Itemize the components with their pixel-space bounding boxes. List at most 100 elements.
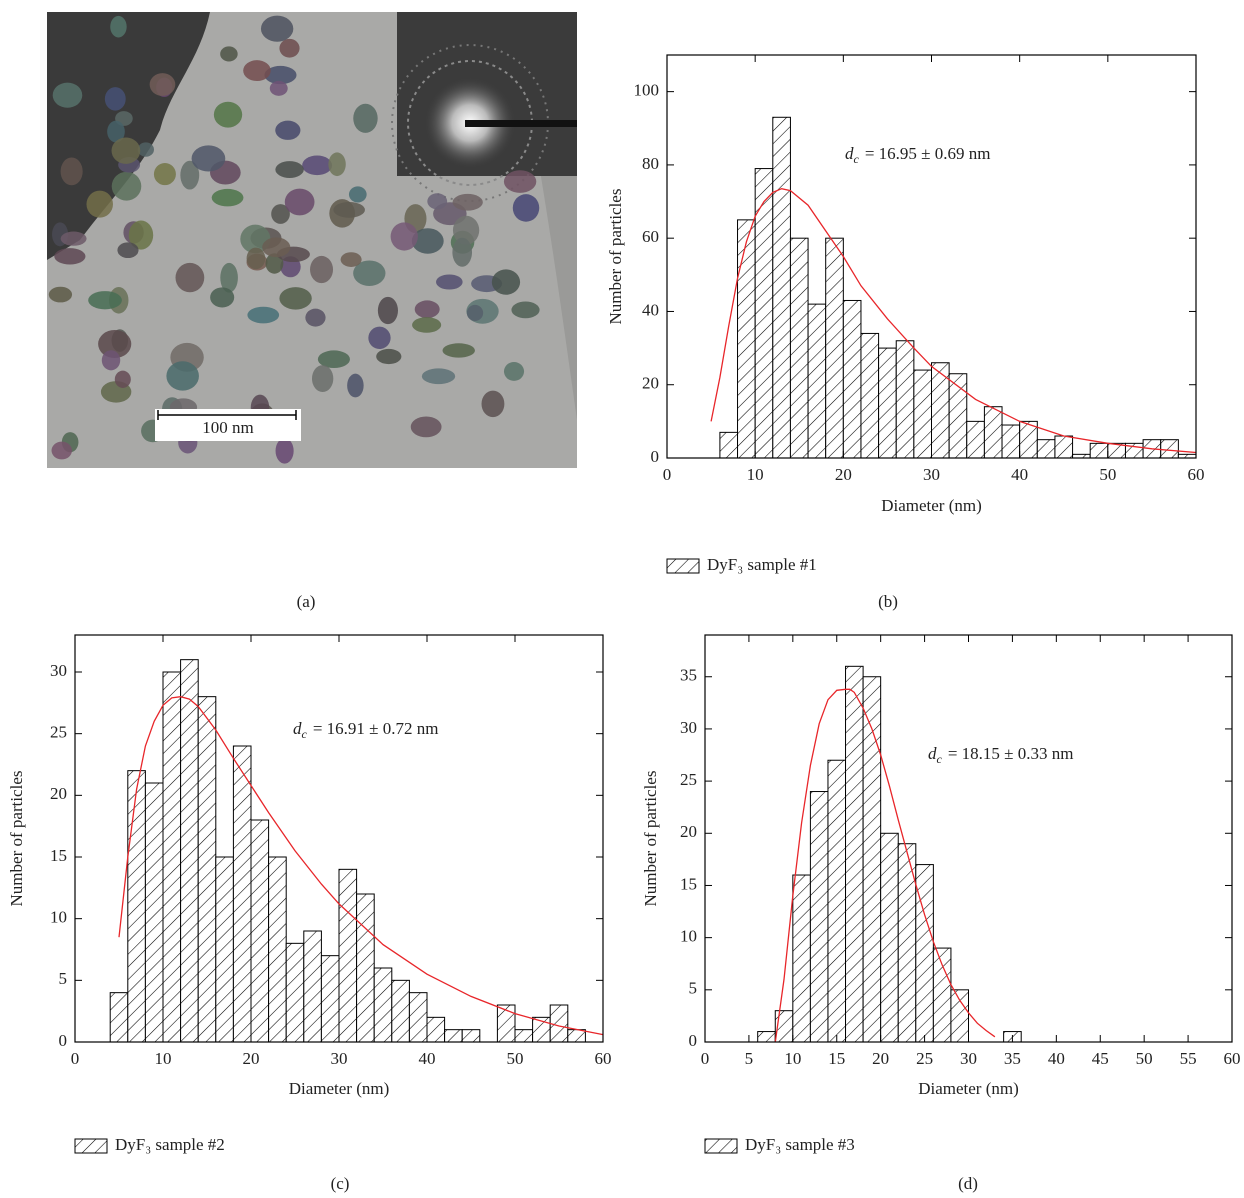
bar xyxy=(809,791,829,1043)
x-tick-label: 20 xyxy=(872,1049,889,1068)
annotation-subscript: c xyxy=(937,752,943,766)
y-tick-label: 15 xyxy=(680,874,697,893)
bar xyxy=(1054,435,1074,459)
x-tick-label: 25 xyxy=(916,1049,933,1068)
legend-label: DyF₃ sample #1 xyxy=(707,555,817,574)
bar xyxy=(1160,439,1179,459)
particle xyxy=(421,368,456,385)
annotation: dc = 16.91 ± 0.72 nm xyxy=(293,719,438,741)
particle xyxy=(390,222,418,251)
x-tick-label: 0 xyxy=(663,465,672,484)
x-tick-label: 50 xyxy=(1136,1049,1153,1068)
scale-label: 100 nm xyxy=(202,418,253,437)
particle xyxy=(275,438,294,464)
y-tick-label: 35 xyxy=(680,666,697,685)
particle xyxy=(246,247,266,270)
particle xyxy=(348,186,367,203)
particle xyxy=(114,370,131,388)
bar xyxy=(232,745,252,1043)
fit-curve xyxy=(118,696,604,1036)
fit-curve xyxy=(710,188,1197,454)
particle xyxy=(452,193,483,211)
bar xyxy=(807,303,827,459)
x-tick-label: 20 xyxy=(243,1049,260,1068)
particle xyxy=(54,248,86,265)
bar xyxy=(461,1029,481,1043)
particle xyxy=(452,215,480,245)
particle xyxy=(264,65,297,85)
fit-curve xyxy=(774,688,996,1043)
particle xyxy=(260,15,294,42)
bar xyxy=(737,219,756,459)
particle xyxy=(376,348,402,365)
bar xyxy=(880,832,899,1043)
bar xyxy=(514,1029,534,1043)
legend-swatch xyxy=(666,558,700,574)
particle xyxy=(269,80,288,96)
bar xyxy=(1089,442,1109,459)
caption: (d) xyxy=(958,1174,978,1193)
x-tick-label: 30 xyxy=(960,1049,977,1068)
y-tick-label: 0 xyxy=(689,1031,698,1050)
bar xyxy=(567,1029,586,1043)
x-tick-label: 40 xyxy=(1011,465,1028,484)
particle xyxy=(347,373,364,398)
bar xyxy=(549,1004,569,1043)
particle xyxy=(503,362,525,381)
annotation: dc = 18.15 ± 0.33 nm xyxy=(928,744,1073,766)
bar xyxy=(860,332,880,459)
bar xyxy=(950,989,970,1043)
x-tick-label: 55 xyxy=(1180,1049,1197,1068)
y-tick-label: 40 xyxy=(642,300,659,319)
particle xyxy=(220,46,238,62)
x-tick-label: 50 xyxy=(507,1049,524,1068)
particle xyxy=(111,171,142,201)
bar xyxy=(789,237,809,459)
x-tick-label: 5 xyxy=(745,1049,754,1068)
annotation-text: = 16.91 ± 0.72 nm xyxy=(313,719,439,738)
particle xyxy=(411,228,444,254)
y-tick-label: 100 xyxy=(634,81,660,100)
x-tick-label: 50 xyxy=(1099,465,1116,484)
annotation-symbol: d xyxy=(928,744,937,763)
particle xyxy=(353,103,378,133)
y-tick-label: 10 xyxy=(50,908,67,927)
bar xyxy=(842,299,862,459)
x-tick-label: 30 xyxy=(331,1049,348,1068)
particle xyxy=(377,296,398,325)
y-tick-label: 0 xyxy=(59,1031,68,1050)
x-tick-label: 10 xyxy=(784,1049,801,1068)
bar xyxy=(338,868,358,1043)
particle xyxy=(305,308,326,327)
particle xyxy=(414,300,440,319)
bar xyxy=(825,237,844,459)
annotation: dc = 16.95 ± 0.69 nm xyxy=(845,144,990,166)
particle xyxy=(210,287,235,308)
bar xyxy=(966,420,985,459)
annotation-text: = 16.95 ± 0.69 nm xyxy=(865,144,991,163)
y-tick-label: 10 xyxy=(680,927,697,946)
y-tick-label: 15 xyxy=(50,846,67,865)
x-tick-label: 0 xyxy=(71,1049,80,1068)
particle xyxy=(166,361,199,391)
particle xyxy=(52,82,83,108)
particle xyxy=(101,350,121,371)
tem-image xyxy=(47,12,577,468)
y-tick-label: 20 xyxy=(642,374,659,393)
bar xyxy=(878,347,897,459)
particle xyxy=(191,145,226,172)
x-tick-label: 40 xyxy=(1048,1049,1065,1068)
particle xyxy=(491,269,521,295)
particle xyxy=(107,120,125,143)
particle xyxy=(48,286,73,303)
particle xyxy=(427,193,448,210)
x-tick-label: 20 xyxy=(835,465,852,484)
bar xyxy=(719,431,739,459)
particle xyxy=(98,329,132,359)
caption: (b) xyxy=(878,592,898,611)
particle xyxy=(512,194,540,222)
particle xyxy=(265,253,284,274)
caption: (a) xyxy=(297,592,316,611)
bar xyxy=(1036,439,1056,459)
particle xyxy=(275,120,301,140)
